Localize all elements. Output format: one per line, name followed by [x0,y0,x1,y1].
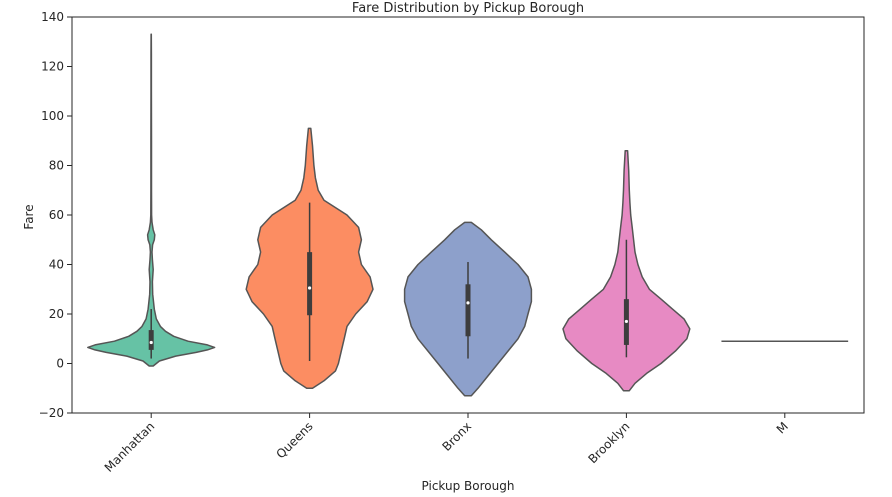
y-tick-label: 40 [49,258,64,272]
violin-manhattan [87,33,216,367]
violin-layer [87,33,849,397]
y-tick-label: 100 [41,109,64,123]
x-tick-label: Queens [274,419,316,461]
iqr-box-bronx [465,284,471,337]
median-queens [308,286,312,290]
y-tick-label: 60 [49,208,64,222]
chart-title: Fare Distribution by Pickup Borough [352,1,584,16]
iqr-box-queens [307,252,313,316]
x-axis: Manhattan Queens Bronx Brooklyn M [102,413,791,475]
x-tick-label: M [774,419,791,436]
y-tick-label: −20 [39,406,64,420]
y-tick-label: 0 [56,357,64,371]
y-tick-label: 80 [49,159,64,173]
y-tick-label: 140 [41,10,64,24]
x-axis-title: Pickup Borough [422,479,515,493]
iqr-box-manhattan [148,330,154,350]
x-tick-label: Bronx [440,419,475,454]
x-tick-label: Brooklyn [585,419,632,466]
median-manhattan [149,340,153,345]
y-tick-label: 120 [41,60,64,74]
y-tick-label: 20 [49,307,64,321]
x-tick-label: Manhattan [102,419,158,475]
y-axis: −20 0 20 40 60 80 100 120 140 [39,10,72,420]
y-axis-title: Fare [22,204,36,229]
median-bronx [466,301,470,305]
median-brooklyn [624,319,629,324]
